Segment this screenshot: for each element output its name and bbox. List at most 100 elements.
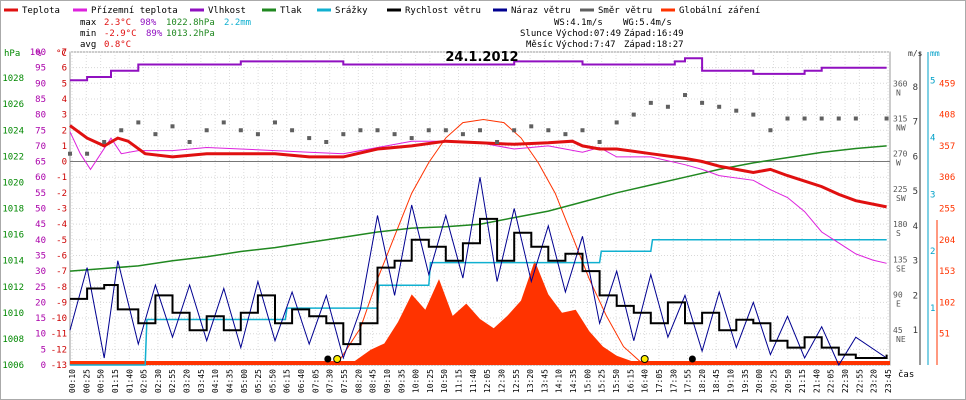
legend-label: Přízemní teplota <box>91 6 178 16</box>
degc-tick-label: -4 <box>56 220 67 230</box>
sun-event-marker <box>333 355 342 363</box>
wind-direction-point <box>255 132 260 137</box>
pct-tick-label: 15 <box>35 314 46 324</box>
x-tick-label: 08:45 <box>369 369 378 393</box>
dir-compass-label: NE <box>896 335 906 344</box>
pct-tick-label: 50 <box>35 205 46 215</box>
x-tick-label: 17:55 <box>684 369 693 393</box>
wind-direction-point <box>358 128 363 133</box>
moon-event-marker <box>324 355 332 363</box>
wind-direction-point <box>665 104 670 109</box>
mm-tick-label: 5 <box>930 76 935 86</box>
wind-direction-point <box>734 108 739 113</box>
wm2-tick-label: 204 <box>939 236 955 246</box>
dir-compass-label: SW <box>896 194 906 203</box>
mm-tick-label: 2 <box>930 247 935 257</box>
x-tick-label: 10:00 <box>412 369 421 393</box>
dir-tick-label: 270 <box>893 150 908 159</box>
wind-direction-point <box>221 120 226 125</box>
stat-min-label: min <box>80 29 96 39</box>
degc-axis-unit: °C <box>56 49 67 59</box>
ms-tick-label: 5 <box>913 187 918 197</box>
wind-direction-point <box>238 128 243 133</box>
pct-tick-label: 100 <box>30 48 46 58</box>
legend-label: Teplota <box>22 6 60 16</box>
x-tick-label: 23:20 <box>870 369 879 393</box>
wind-direction-point <box>460 132 465 137</box>
solar-baseline <box>70 361 890 365</box>
hpa-tick-label: 1022 <box>2 152 24 162</box>
stat-wg: WG:5.4m/s <box>623 18 672 28</box>
x-tick-label: 05:50 <box>268 369 277 393</box>
wind-direction-point <box>170 124 175 129</box>
pct-tick-label: 70 <box>35 142 46 152</box>
stat-sun-label: Slunce <box>520 29 553 39</box>
ms-tick-label: 7 <box>913 118 918 128</box>
wind-direction-point <box>802 116 807 121</box>
x-tick-label: 09:10 <box>383 369 392 393</box>
wind-direction-point <box>853 116 858 121</box>
pct-tick-label: 60 <box>35 173 46 183</box>
degc-tick-label: -1 <box>56 173 67 183</box>
wind-direction-point <box>648 100 653 105</box>
pct-tick-label: 55 <box>35 189 46 199</box>
wind-direction-point <box>529 124 534 129</box>
wind-direction-point <box>392 132 397 137</box>
dir-tick-label: 45 <box>893 326 903 335</box>
wind-direction-point <box>307 136 312 141</box>
dir-tick-label: 225 <box>893 185 908 194</box>
pct-tick-label: 45 <box>35 220 46 230</box>
stat-sun-set: Západ:16:49 <box>624 29 684 39</box>
hpa-tick-label: 1020 <box>2 178 24 188</box>
hpa-tick-label: 1014 <box>2 257 24 267</box>
solar-area <box>70 260 887 365</box>
x-axis-unit: čas <box>898 369 914 380</box>
wind-direction-point <box>85 151 90 156</box>
sun-event-marker <box>640 355 649 363</box>
wind-direction-point <box>597 139 602 144</box>
degc-tick-label: -2 <box>56 189 67 199</box>
wind-direction-point <box>717 104 722 109</box>
x-tick-label: 23:45 <box>884 369 893 393</box>
x-tick-label: 03:45 <box>197 369 206 393</box>
pct-tick-label: 5 <box>41 345 46 355</box>
hpa-tick-label: 1012 <box>2 283 24 293</box>
wind-speed-line <box>70 217 888 359</box>
ms-tick-label: 1 <box>913 326 918 336</box>
dir-compass-label: W <box>896 159 901 168</box>
x-tick-label: 15:50 <box>612 369 621 393</box>
moon-event-marker <box>688 355 696 363</box>
x-tick-label: 07:30 <box>326 369 335 393</box>
stat-precip: 2.2mm <box>224 18 251 28</box>
wind-direction-point <box>273 120 277 125</box>
wind-direction-point <box>136 120 141 125</box>
x-tick-label: 12:55 <box>512 369 521 393</box>
series-layer <box>68 57 890 367</box>
stat-min-press: 1013.2hPa <box>166 29 215 39</box>
gust-line <box>69 177 887 367</box>
stat-max-hum: 98% <box>140 18 157 28</box>
degc-tick-label: 2 <box>62 126 67 136</box>
x-tick-label: 11:15 <box>455 369 464 393</box>
pct-tick-label: 0 <box>41 361 46 371</box>
x-tick-label: 14:35 <box>569 369 578 393</box>
x-tick-label: 13:20 <box>526 369 535 393</box>
grid <box>69 51 891 366</box>
hpa-tick-label: 1018 <box>2 205 24 215</box>
chart-title: 24.1.2012 <box>445 50 518 65</box>
wind-direction-point <box>785 116 790 121</box>
hpa-tick-label: 1028 <box>2 74 24 84</box>
x-tick-label: 18:45 <box>712 369 721 393</box>
wind-direction-point <box>290 128 295 133</box>
x-tick-label: 10:50 <box>440 369 449 393</box>
wm2-tick-label: 408 <box>939 111 955 121</box>
x-tick-label: 20:25 <box>769 369 778 393</box>
x-tick-label: 01:15 <box>111 369 120 393</box>
stat-avg-temp: 0.8°C <box>104 40 131 50</box>
stat-max-temp: 2.3°C <box>104 18 131 28</box>
x-tick-label: 07:05 <box>311 369 320 393</box>
pct-axis-unit: % <box>36 49 42 59</box>
wind-direction-point <box>884 116 889 121</box>
dir-tick-label: 360 <box>893 79 908 88</box>
